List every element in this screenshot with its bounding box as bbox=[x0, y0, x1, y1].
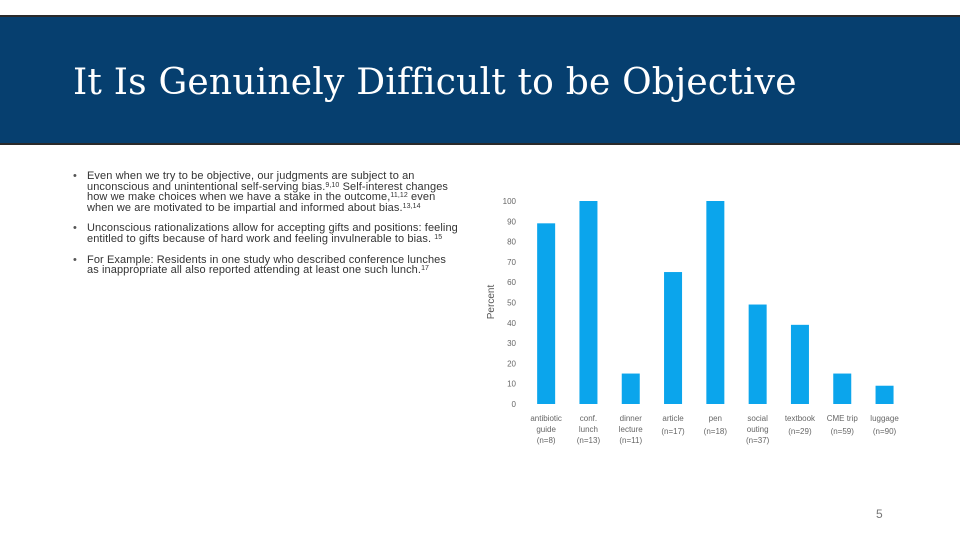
bullet-text: Unconscious rationalizations allow for a… bbox=[87, 222, 458, 245]
x-tick-label: social bbox=[747, 414, 768, 423]
x-tick-label: lunch bbox=[579, 425, 598, 434]
y-tick-label: 50 bbox=[507, 299, 516, 308]
y-tick-label: 90 bbox=[507, 217, 516, 226]
bullet-text: For Example: Residents in one study who … bbox=[87, 253, 446, 277]
y-tick-label: 40 bbox=[507, 319, 516, 328]
page-number: 5 bbox=[876, 507, 883, 521]
bar bbox=[664, 272, 683, 404]
bullet-text: Self-interest changes how we make choice… bbox=[87, 180, 449, 204]
y-tick-label: 70 bbox=[507, 258, 516, 267]
citation: 15 bbox=[434, 233, 443, 241]
bar bbox=[706, 201, 725, 404]
bullet-list: • Even when we try to be objective, our j… bbox=[72, 171, 460, 286]
x-tick-label: antibiotic bbox=[530, 414, 562, 423]
bar bbox=[875, 385, 894, 404]
x-tick-label: textbook bbox=[785, 414, 816, 423]
y-axis-label: Percent bbox=[486, 285, 497, 320]
x-tick-label: pen bbox=[709, 414, 722, 423]
x-tick-label: luggage bbox=[870, 414, 899, 423]
y-tick-label: 10 bbox=[507, 380, 516, 389]
x-sample-size-label: (n=8) bbox=[537, 436, 556, 445]
bullet-text: Even when we try to be objective, our ju… bbox=[87, 170, 415, 193]
x-sample-size-label: (n=37) bbox=[746, 436, 770, 445]
x-tick-label: article bbox=[662, 414, 684, 423]
y-tick-label: 100 bbox=[503, 197, 517, 206]
x-tick-label: conf. bbox=[580, 414, 597, 423]
bar bbox=[748, 304, 767, 404]
x-tick-label: guide bbox=[536, 425, 556, 434]
y-tick-label: 0 bbox=[512, 400, 517, 409]
x-sample-size-label: (n=90) bbox=[873, 427, 897, 436]
bullet-dot: • bbox=[73, 222, 77, 235]
citation: 11,12 bbox=[390, 192, 408, 200]
bullet-item: • For Example: Residents in one study who… bbox=[72, 253, 460, 277]
x-sample-size-label: (n=17) bbox=[661, 427, 685, 436]
y-tick-label: 60 bbox=[507, 278, 516, 287]
x-sample-size-label: (n=11) bbox=[619, 436, 642, 445]
bar bbox=[790, 324, 809, 404]
slide-title: It Is Genuinely Difficult to be Objectiv… bbox=[73, 62, 797, 103]
citation: 9,10 bbox=[325, 181, 340, 189]
x-tick-label: outing bbox=[747, 425, 769, 434]
bar-chart: Percent 0 10 20 30 40 50 60 70 80 90 100 antibiotic g… bbox=[486, 197, 899, 445]
bullet-item: • Unconscious rationalizations allow for … bbox=[72, 223, 460, 244]
x-tick-label: lecture bbox=[619, 425, 644, 434]
y-tick-label: 30 bbox=[507, 339, 516, 348]
x-sample-size-label: (n=29) bbox=[788, 427, 812, 436]
bar bbox=[537, 223, 556, 404]
bullet-dot: • bbox=[73, 253, 77, 266]
bar bbox=[621, 373, 640, 404]
x-tick-label: dinner bbox=[620, 414, 643, 423]
x-sample-size-label: (n=18) bbox=[704, 427, 728, 436]
citation: 17 bbox=[421, 265, 430, 273]
citation: 13,14 bbox=[402, 202, 421, 210]
x-sample-size-label: (n=13) bbox=[577, 436, 601, 445]
y-tick-label: 20 bbox=[507, 359, 516, 368]
x-tick-label: CME trip bbox=[827, 414, 859, 423]
bullet-dot: • bbox=[73, 170, 77, 182]
bullet-item: • Even when we try to be objective, our j… bbox=[72, 170, 460, 214]
bar bbox=[833, 373, 852, 404]
x-sample-size-label: (n=59) bbox=[831, 427, 855, 436]
title-bar: It Is Genuinely Difficult to be Objectiv… bbox=[0, 15, 960, 145]
bar bbox=[579, 201, 598, 404]
bullet-text: even when we are motivated to be imparti… bbox=[87, 191, 436, 214]
y-tick-label: 80 bbox=[507, 238, 516, 247]
